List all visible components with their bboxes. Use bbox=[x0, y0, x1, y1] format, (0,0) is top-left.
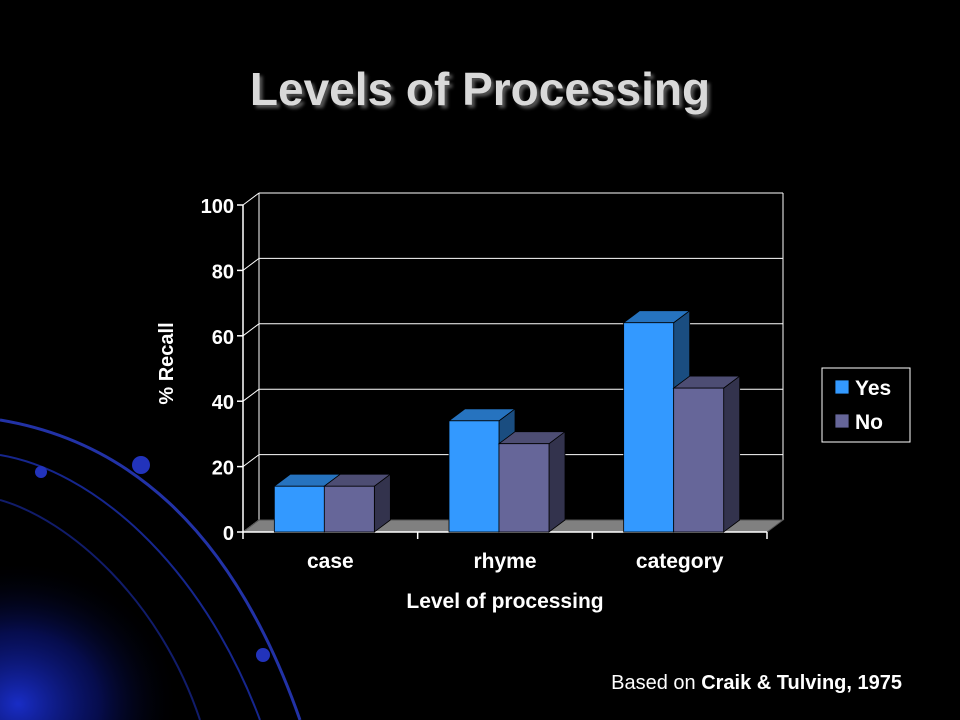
citation-footer: Based on Craik & Tulving, 1975 bbox=[611, 672, 902, 695]
y-tick-label: 80 bbox=[212, 261, 234, 283]
bar bbox=[448, 420, 500, 533]
gridline-side bbox=[242, 323, 260, 337]
y-tick-label: 40 bbox=[212, 392, 234, 414]
y-tick-label: 20 bbox=[212, 458, 234, 480]
slide-title: Levels of Processing bbox=[249, 63, 711, 115]
bar bbox=[323, 485, 375, 533]
gridline-side bbox=[242, 388, 260, 402]
bar bbox=[673, 387, 725, 533]
gridline-side bbox=[242, 257, 260, 271]
bar bbox=[273, 485, 325, 533]
gridline-side bbox=[242, 454, 260, 468]
legend-label: Yes bbox=[855, 377, 891, 400]
x-tick-label: rhyme bbox=[473, 550, 536, 573]
legend-label: No bbox=[855, 411, 883, 434]
legend-swatch bbox=[834, 379, 850, 395]
citation-source: Craik & Tulving, 1975 bbox=[701, 672, 902, 694]
citation-prefix: Based on bbox=[611, 672, 696, 694]
bar bbox=[623, 322, 675, 533]
x-tick-label: category bbox=[636, 550, 724, 573]
gridline-side bbox=[242, 192, 260, 206]
x-tick-label: case bbox=[307, 550, 354, 573]
y-tick-label: 0 bbox=[223, 523, 234, 545]
y-axis-title: % Recall bbox=[156, 322, 178, 404]
bar bbox=[498, 443, 550, 533]
y-tick-label: 60 bbox=[212, 327, 234, 349]
bar-side bbox=[723, 375, 741, 533]
y-tick-label: 100 bbox=[201, 196, 234, 218]
legend-swatch bbox=[834, 413, 850, 429]
bar-side bbox=[548, 430, 566, 533]
x-axis-title: Level of processing bbox=[406, 590, 603, 613]
